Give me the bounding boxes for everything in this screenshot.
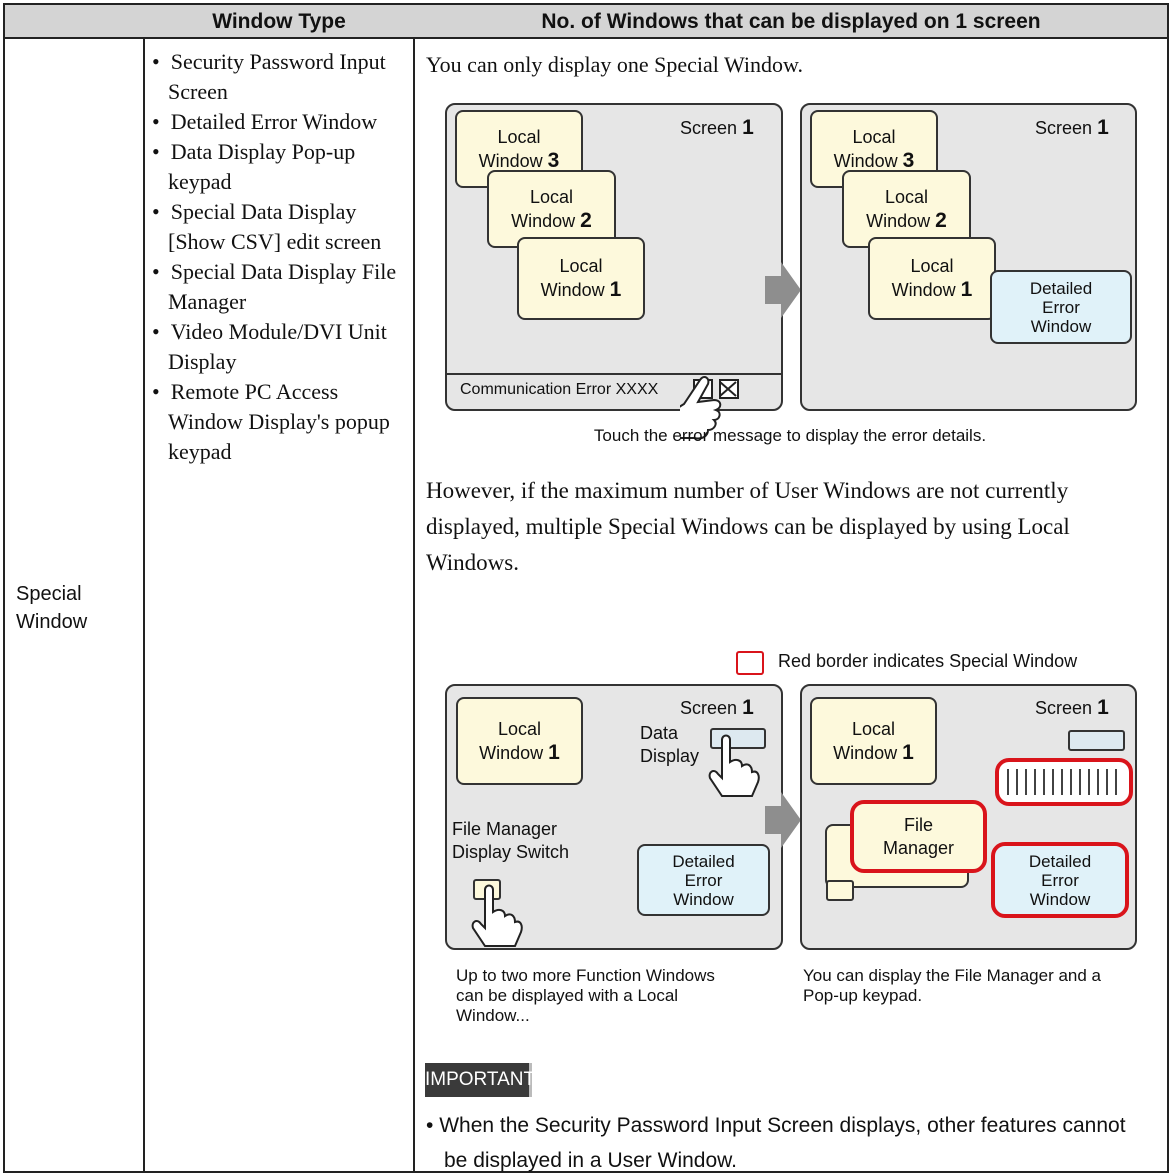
window-type: Security Password Input Screen [152,47,407,107]
important-label: IMPORTANT [425,1063,535,1097]
screen-label: Screen [1035,118,1093,138]
table-border [1167,3,1169,1173]
screen-label: Screen [680,698,738,718]
label: Local Window [540,256,605,300]
detailed-error-window: Detailed Error Window [990,270,1132,344]
keypad [995,758,1133,806]
file-manager: File Manager [850,800,987,873]
window-type-list: Security Password Input ScreenDetailed E… [152,47,407,467]
touch-icon [680,376,739,440]
screen-label: Screen [1035,698,1093,718]
local-window: Local Window 1 [517,237,645,320]
keys [1007,769,1121,795]
button [1068,730,1125,751]
important-notes: • When the Security Password Input Scree… [426,1108,1146,1176]
number: 1 [902,740,914,764]
screen-label: Screen 1 [680,696,754,720]
row-label: Special Window [16,583,88,633]
window-type: Detailed Error Window [152,107,407,137]
window-type: Data Display Pop-up keypad [152,137,407,197]
screen-number: 1 [1097,696,1109,719]
data-display-label: Data Display [640,723,700,766]
detailed-error-window: Detailed Error Window [637,844,770,916]
switch-label: File Manager Display Switch [452,819,570,862]
paragraph: However, if the maximum number of User W… [426,478,1070,575]
header-cell: No. of Windows that can be displayed on … [541,10,1041,33]
caption: You can display the File Manager and a P… [803,966,1102,1005]
screen-number: 1 [742,116,754,139]
note-text: When the Security Password Input Screen … [439,1114,1126,1172]
local-window: Local Window 1 [810,697,937,785]
table-border [3,3,5,1173]
label: Local Window [511,186,576,231]
table-border [3,1171,1169,1173]
label: Local Window [833,126,898,171]
label: Detailed Error Window [1028,851,1092,909]
label: Detailed Error Window [672,851,735,909]
screen-number: 1 [1097,116,1109,139]
label: Local Window [833,718,898,763]
local-window: Local Window 2 [487,170,616,248]
header-bg [5,5,1167,37]
header-cell: Window Type [212,10,346,33]
caption: Touch the error message to display the e… [593,426,987,445]
legend-swatch [736,651,764,675]
label: File Manager [882,814,955,858]
label: Local Window [479,718,544,763]
note: • When the Security Password Input Scree… [426,1108,1146,1176]
number: 3 [547,148,560,172]
arrow [765,792,801,848]
local-window: Local Window 1 [456,697,583,785]
caption: Up to two more Function Windows can be d… [456,966,715,1025]
local-window: Local Window 3 [810,110,938,188]
local-window: Local Window 1 [868,237,996,320]
table-border [3,3,1169,5]
arrow [765,262,801,318]
number: 1 [548,740,560,764]
window-type: Remote PC Access Window Display's popup … [152,377,407,467]
screen-label: Screen 1 [1035,696,1109,720]
number: 1 [960,278,973,301]
screen-number: 1 [742,696,754,719]
status-text: Communication Error XXXX [460,381,659,398]
label: Local Window [891,256,956,300]
table-border [143,3,145,1173]
touch-icon [471,884,523,947]
screen-label: Screen 1 [680,116,754,140]
legend-text: Red border indicates Special Window [778,651,1078,671]
window-type: Special Data Display [Show CSV] edit scr… [152,197,407,257]
number: 1 [609,278,622,301]
status-line [447,373,781,375]
number: 2 [580,208,592,232]
screen-label: Screen 1 [1035,116,1109,140]
label: Local Window [866,186,931,231]
number: 2 [935,208,947,232]
number: 3 [902,148,915,172]
button [826,880,854,901]
bullet: • [426,1114,440,1137]
table-border [413,3,415,1173]
screen-label: Screen [680,118,738,138]
label: Detailed Error Window [1029,278,1093,336]
intro: You can only display one Special Window. [426,52,803,77]
window-type: Special Data Display File Manager [152,257,407,317]
label: Local Window [478,126,543,171]
window-type: Video Module/DVI Unit Display [152,317,407,377]
detailed-error-window: Detailed Error Window [991,842,1129,918]
touch-icon [708,734,760,797]
table-border [3,37,1169,39]
